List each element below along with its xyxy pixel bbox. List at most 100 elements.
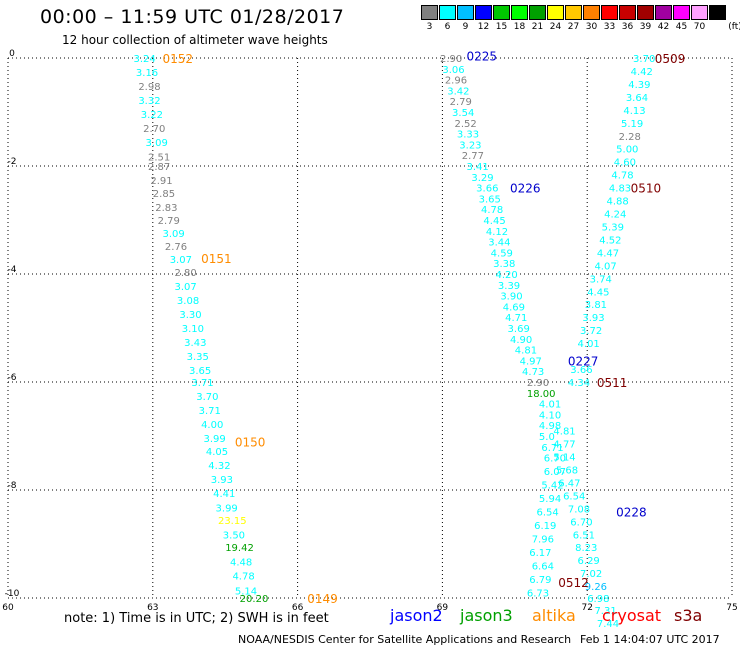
wave-height-label: 6.70 xyxy=(570,517,592,528)
legend-label: 70 xyxy=(693,22,706,32)
wave-height-label: 4.97 xyxy=(520,356,542,367)
wave-height-label: 4.07 xyxy=(594,261,616,272)
wave-height-label: 3.07 xyxy=(170,255,192,266)
x-tick-label: 60 xyxy=(2,603,14,613)
wave-height-label: 5.0 xyxy=(539,432,555,443)
legend-swatch xyxy=(691,5,708,20)
wave-height-label: 3.29 xyxy=(471,173,493,184)
legend-swatch xyxy=(619,5,636,20)
wave-height-label: 7.31 xyxy=(594,606,616,617)
wave-height-label: 5.39 xyxy=(602,222,624,233)
pass-label: 0226 xyxy=(510,182,541,196)
x-tick-label: 66 xyxy=(292,603,304,613)
wave-height-label: 6.79 xyxy=(529,575,551,586)
y-tick-label: -8 xyxy=(8,481,17,491)
wave-height-label: 6.73 xyxy=(527,589,549,600)
wave-height-label: 3.99 xyxy=(216,503,238,514)
pass-label: 0150 xyxy=(235,435,266,449)
wave-height-label: 4.10 xyxy=(539,410,561,421)
wave-height-label: 3.24 xyxy=(133,54,155,65)
wave-height-label: 4.48 xyxy=(230,557,252,568)
wave-height-label: 4.98 xyxy=(539,421,561,432)
legend-swatch xyxy=(709,5,726,20)
wave-height-label: 2.28 xyxy=(619,132,641,143)
wave-height-label: 5.14 xyxy=(235,586,257,597)
wave-height-label: 2.90 xyxy=(440,54,462,65)
wave-height-label: 2.51 xyxy=(148,152,170,163)
pass-label: 0509 xyxy=(655,52,686,66)
x-tick-label: 63 xyxy=(147,603,158,613)
wave-height-label: 3.30 xyxy=(179,310,201,321)
pass-label: 0152 xyxy=(162,52,193,66)
wave-height-label: 6.71 xyxy=(541,443,563,454)
wave-height-label: 7.02 xyxy=(580,569,602,580)
wave-height-label: 3.71 xyxy=(199,406,221,417)
legend-swatch xyxy=(529,5,546,20)
legend-label: 24 xyxy=(549,22,562,32)
wave-height-label: 3.35 xyxy=(187,352,209,363)
legend-label: 27 xyxy=(567,22,580,32)
wave-height-label: 4.24 xyxy=(604,210,626,221)
satellite-jason3: jason3 xyxy=(460,606,513,625)
timestamp-text: Feb 1 14:04:07 UTC 2017 xyxy=(580,633,720,646)
legend-label: 18 xyxy=(513,22,526,32)
wave-height-label: 3.50 xyxy=(223,530,245,541)
wave-height-label: 3.44 xyxy=(488,238,510,249)
wave-height-label: 4.81 xyxy=(515,346,537,357)
wave-height-label: 5.14 xyxy=(553,453,575,464)
wave-height-label: 3.08 xyxy=(177,296,199,307)
wave-height-label: 3.06 xyxy=(442,65,464,76)
legend-swatch xyxy=(673,5,690,20)
wave-height-label: 2.52 xyxy=(454,119,476,130)
wave-height-label: 2.90 xyxy=(527,378,549,389)
wave-height-label: 2.76 xyxy=(165,242,187,253)
wave-height-label: 4.12 xyxy=(486,227,508,238)
wave-height-label: 3.10 xyxy=(182,324,204,335)
y-tick-label: 0 xyxy=(9,49,15,59)
wave-height-label: 2.85 xyxy=(153,189,175,200)
wave-height-label: 5.00 xyxy=(616,145,638,156)
wave-height-label: 4.45 xyxy=(483,216,505,227)
pass-label: 0151 xyxy=(201,252,232,266)
wave-height-label: 4.39 xyxy=(628,80,650,91)
y-tick-label: -10 xyxy=(5,589,20,599)
x-tick-label: 72 xyxy=(581,603,592,613)
wave-height-label: 8.23 xyxy=(575,543,597,554)
legend-label: 45 xyxy=(675,22,688,32)
legend-swatch xyxy=(547,5,564,20)
legend-swatch xyxy=(583,5,600,20)
x-tick-label: 75 xyxy=(726,603,737,613)
wave-height-label: 5.94 xyxy=(539,494,561,505)
legend-label: 15 xyxy=(495,22,508,32)
wave-height-label: 4.01 xyxy=(578,339,600,350)
wave-height-label: 4.47 xyxy=(597,248,619,259)
wave-height-label: 3.16 xyxy=(136,68,158,79)
wave-height-label: 4.20 xyxy=(495,270,517,281)
legend-swatch xyxy=(511,5,528,20)
wave-height-label: 3.33 xyxy=(457,130,479,141)
y-tick-label: -2 xyxy=(8,157,17,167)
wave-height-label: 3.39 xyxy=(498,281,520,292)
pass-label: 0149 xyxy=(307,592,338,606)
legend-swatch xyxy=(601,5,618,20)
wave-height-label: 2.79 xyxy=(450,97,472,108)
wave-height-label: 2.80 xyxy=(175,268,197,279)
legend-label: 12 xyxy=(477,22,490,32)
wave-height-label: 6.54 xyxy=(563,491,585,502)
wave-height-label: 4.81 xyxy=(553,427,575,438)
legend-swatch xyxy=(493,5,510,20)
x-tick-label: 69 xyxy=(437,603,449,613)
wave-height-label: 3.74 xyxy=(590,274,612,285)
pass-label: 0227 xyxy=(568,354,599,368)
wave-height-label: 4.00 xyxy=(201,420,223,431)
wave-height-label: 2.98 xyxy=(138,82,160,93)
satellite-s3a: s3a xyxy=(674,606,703,625)
wave-height-label: 2.70 xyxy=(143,124,165,135)
wave-height-label: 3.41 xyxy=(467,162,489,173)
wave-height-label: 23.15 xyxy=(218,516,247,527)
wave-height-label: 9.26 xyxy=(585,582,607,593)
wave-height-label: 2.77 xyxy=(462,151,484,162)
wave-height-label: 6.64 xyxy=(532,562,554,573)
wave-height-label: 2.79 xyxy=(158,216,180,227)
wave-height-label: 2.83 xyxy=(155,203,177,214)
